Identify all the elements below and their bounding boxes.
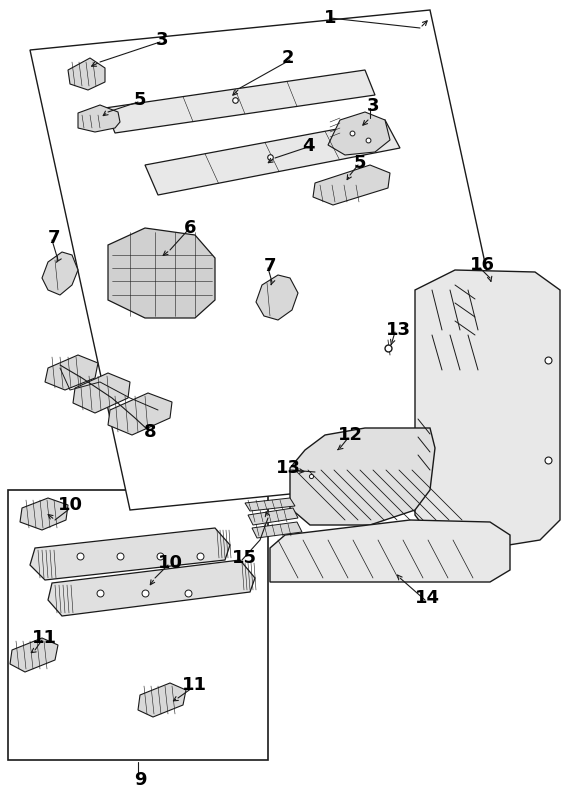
Text: 11: 11 xyxy=(31,629,57,647)
Polygon shape xyxy=(8,490,268,760)
Text: 9: 9 xyxy=(134,771,146,789)
Text: 8: 8 xyxy=(144,423,156,441)
Text: 11: 11 xyxy=(181,676,207,694)
Text: 13: 13 xyxy=(386,321,411,339)
Polygon shape xyxy=(108,393,172,435)
Polygon shape xyxy=(328,112,390,155)
Text: 15: 15 xyxy=(232,549,256,567)
Polygon shape xyxy=(313,165,390,205)
Text: 4: 4 xyxy=(302,137,314,155)
Text: 16: 16 xyxy=(470,256,494,274)
Polygon shape xyxy=(245,498,295,511)
Text: 12: 12 xyxy=(338,426,362,444)
Text: 7: 7 xyxy=(264,257,276,275)
Polygon shape xyxy=(108,228,215,318)
Polygon shape xyxy=(256,275,298,320)
Text: 10: 10 xyxy=(57,496,82,514)
Text: 2: 2 xyxy=(282,49,294,67)
Polygon shape xyxy=(73,373,130,413)
Polygon shape xyxy=(68,58,105,90)
Polygon shape xyxy=(252,522,302,538)
Polygon shape xyxy=(30,10,530,510)
Text: 13: 13 xyxy=(276,459,301,477)
Polygon shape xyxy=(20,498,68,530)
Polygon shape xyxy=(145,120,400,195)
Text: 10: 10 xyxy=(157,554,182,572)
Text: 6: 6 xyxy=(184,219,196,237)
Text: 7: 7 xyxy=(47,229,60,247)
Polygon shape xyxy=(42,252,78,295)
Polygon shape xyxy=(78,105,120,132)
Polygon shape xyxy=(302,468,320,484)
Text: 14: 14 xyxy=(415,589,439,607)
Text: 3: 3 xyxy=(156,31,168,49)
Polygon shape xyxy=(290,428,435,525)
Polygon shape xyxy=(48,560,255,616)
Polygon shape xyxy=(45,355,98,390)
Polygon shape xyxy=(138,683,186,717)
Polygon shape xyxy=(105,70,375,133)
Polygon shape xyxy=(415,270,560,548)
Polygon shape xyxy=(30,528,230,580)
Polygon shape xyxy=(248,508,298,525)
Text: 5: 5 xyxy=(134,91,146,109)
Text: 3: 3 xyxy=(367,97,379,115)
Polygon shape xyxy=(10,638,58,672)
Text: 1: 1 xyxy=(324,9,336,27)
Polygon shape xyxy=(270,520,510,582)
Text: 5: 5 xyxy=(354,154,367,172)
